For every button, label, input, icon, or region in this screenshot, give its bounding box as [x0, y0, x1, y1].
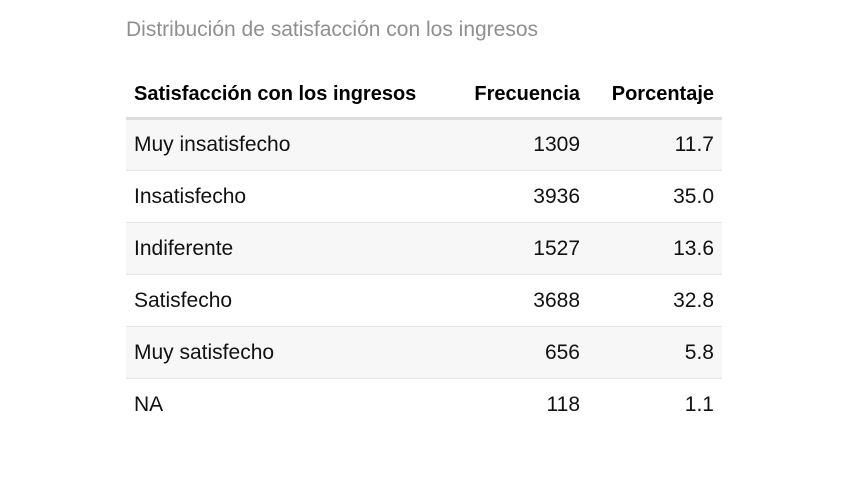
cell-frequency: 3936: [453, 170, 588, 223]
table-header: Satisfacción con los ingresos Frecuencia…: [126, 72, 722, 120]
cell-percentage: 11.7: [588, 118, 722, 171]
column-header-frequency: Frecuencia: [453, 72, 588, 120]
table-body: Muy insatisfecho 1309 11.7 Insatisfecho …: [126, 118, 722, 431]
cell-percentage: 5.8: [588, 326, 722, 379]
cell-category: Muy insatisfecho: [126, 118, 453, 171]
table-row: Indiferente 1527 13.6: [126, 222, 722, 275]
cell-percentage: 35.0: [588, 170, 722, 223]
table-row: Muy satisfecho 656 5.8: [126, 326, 722, 379]
table-row: Insatisfecho 3936 35.0: [126, 170, 722, 223]
table-row: Muy insatisfecho 1309 11.7: [126, 118, 722, 171]
cell-category: Satisfecho: [126, 274, 453, 327]
satisfaction-table-container: Distribución de satisfacción con los ing…: [126, 15, 722, 431]
table-caption: Distribución de satisfacción con los ing…: [126, 18, 539, 41]
cell-category: NA: [134, 392, 164, 416]
column-header-percentage: Porcentaje: [588, 72, 722, 120]
header-row: Satisfacción con los ingresos Frecuencia…: [126, 72, 722, 120]
cell-percentage: 1.1: [684, 392, 714, 416]
cell-category: Muy satisfecho: [126, 326, 453, 379]
cell-category: Indiferente: [126, 222, 453, 275]
cell-frequency: 3688: [453, 274, 588, 327]
cell-percentage: 32.8: [588, 274, 722, 327]
table-row: NA 118 1.1: [126, 379, 722, 431]
column-header-satisfaction: Satisfacción con los ingresos: [126, 72, 453, 120]
cell-frequency: 118: [546, 392, 580, 416]
satisfaction-table: Satisfacción con los ingresos Frecuencia…: [126, 72, 722, 431]
cell-frequency: 1527: [453, 222, 588, 275]
cell-category: Insatisfecho: [126, 170, 453, 223]
cell-percentage: 13.6: [588, 222, 722, 275]
cell-frequency: 656: [453, 326, 588, 379]
cell-frequency: 1309: [453, 118, 588, 171]
table-row: Satisfecho 3688 32.8: [126, 274, 722, 327]
